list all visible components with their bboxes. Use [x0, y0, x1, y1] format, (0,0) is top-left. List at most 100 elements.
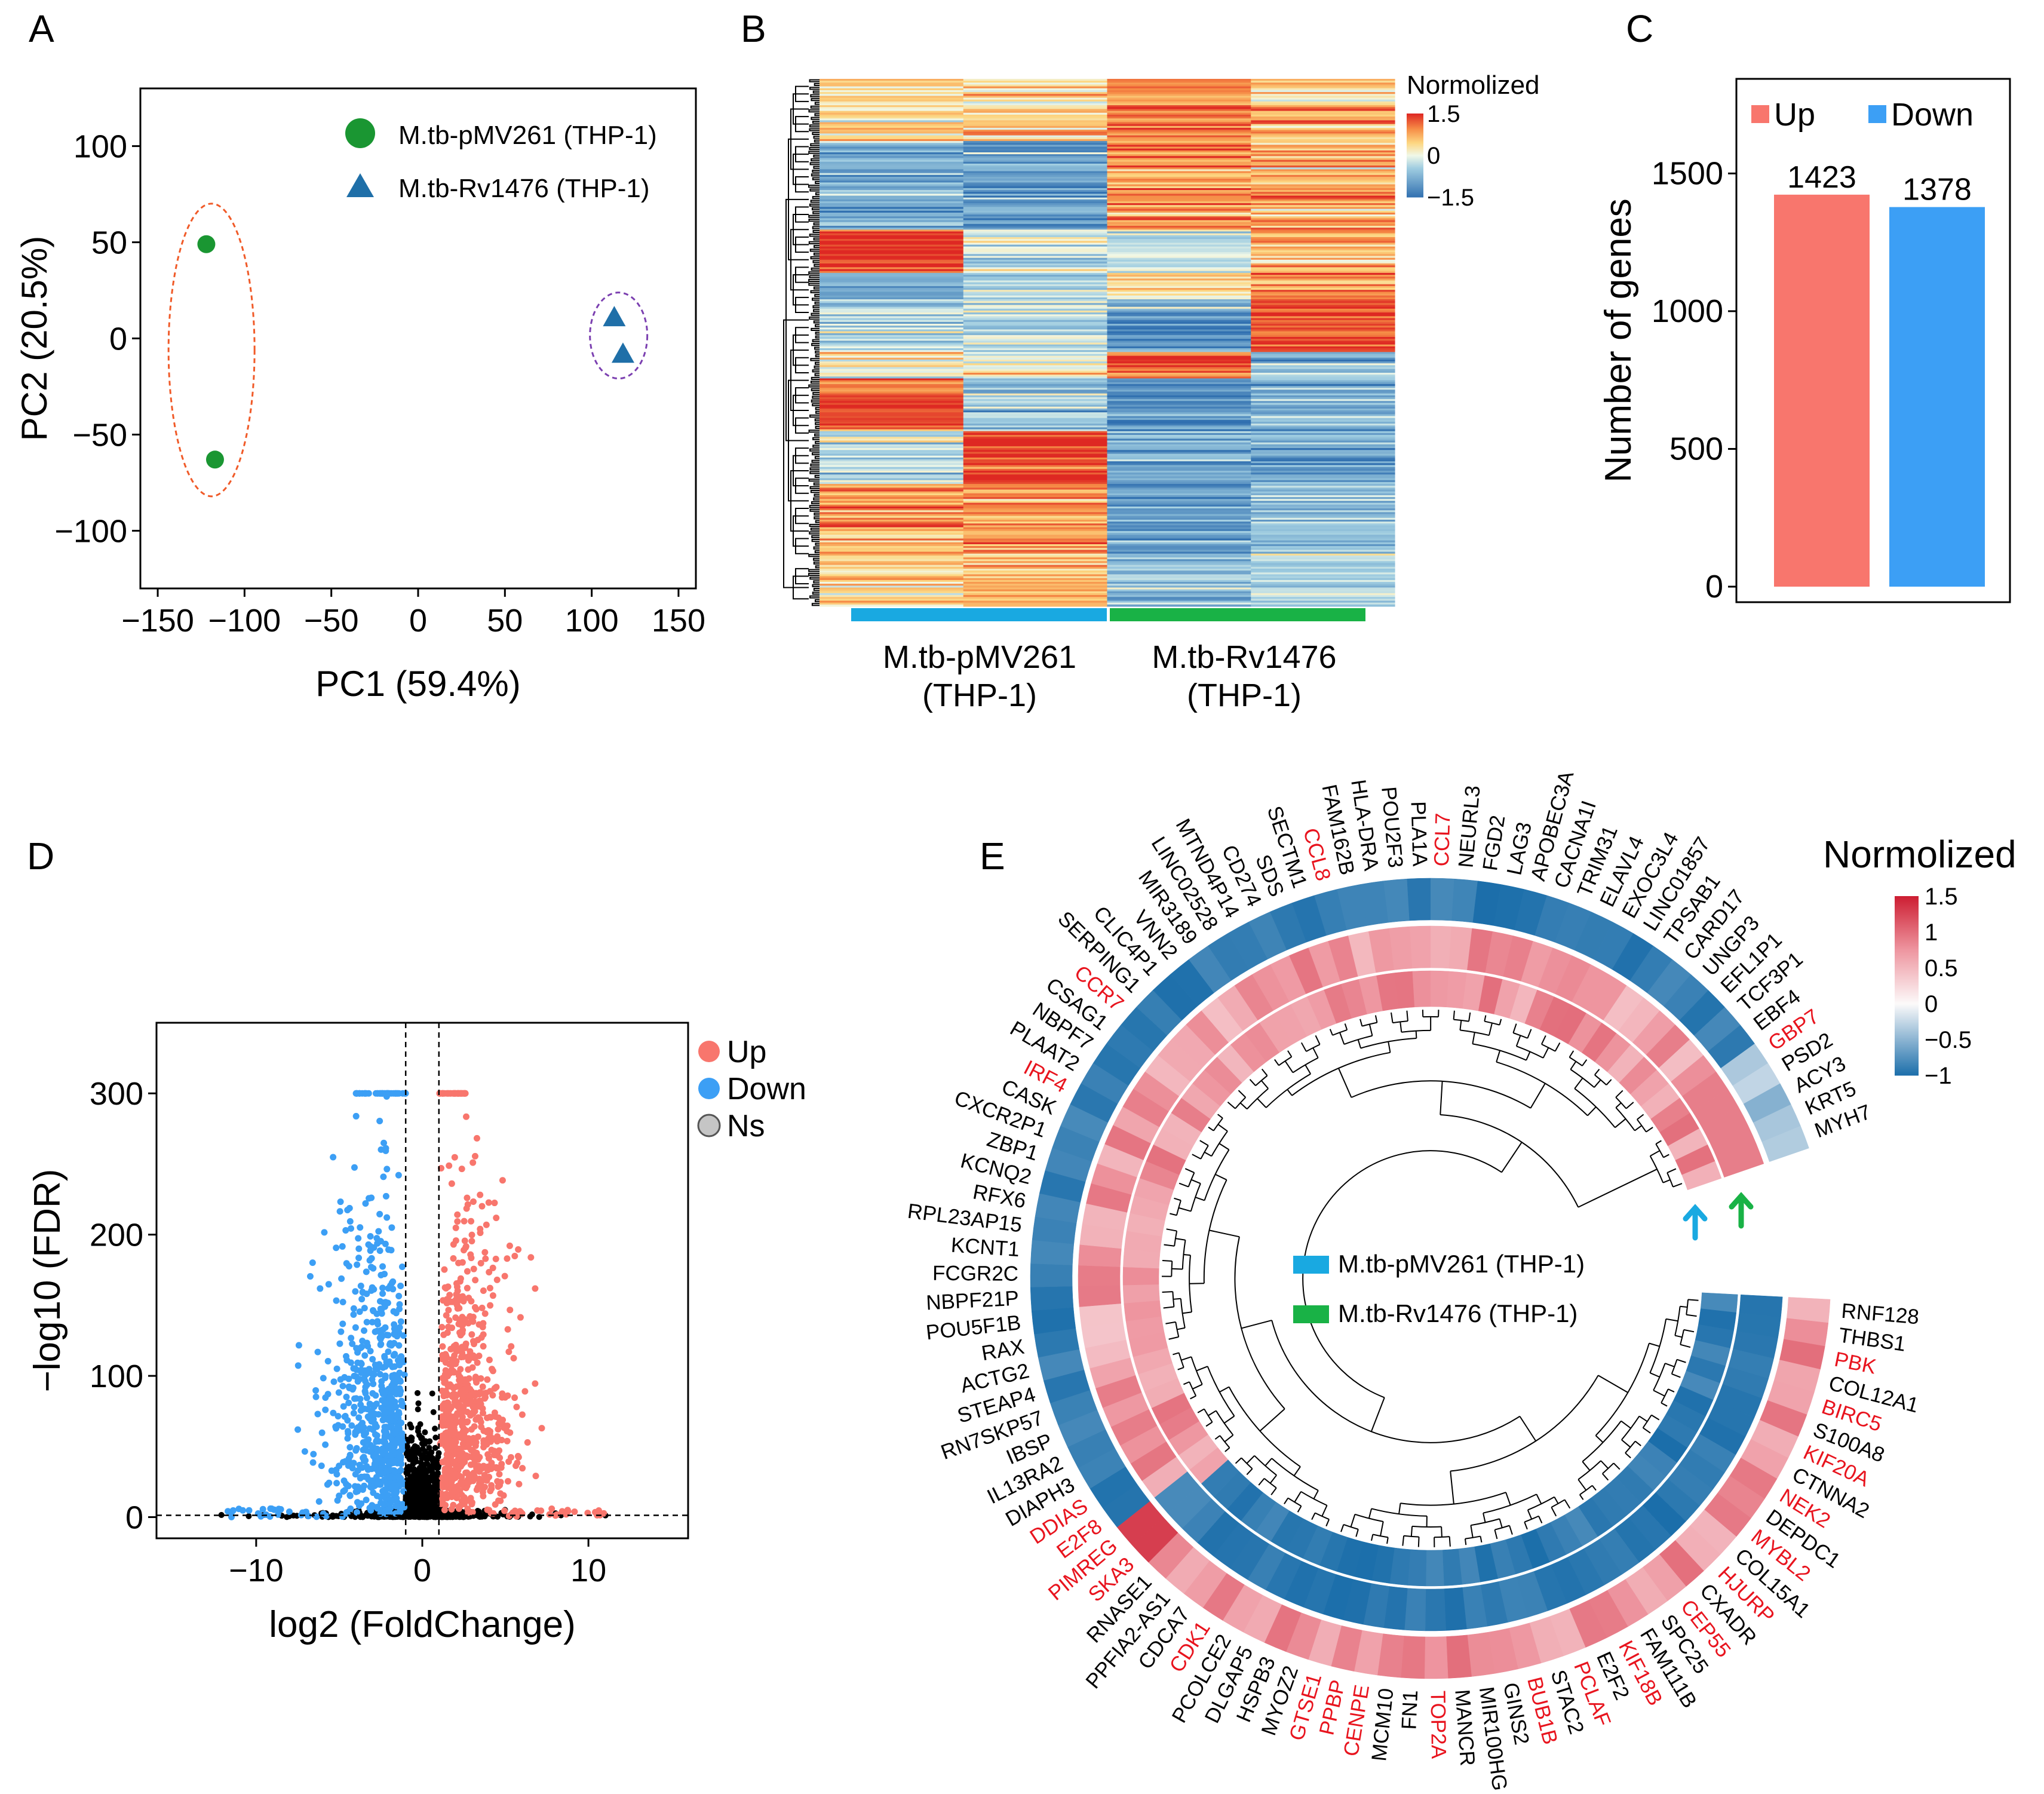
heatmap-cell: [1251, 593, 1395, 596]
heatmap-cell: [1251, 212, 1395, 215]
heatmap-cell: [1251, 109, 1395, 112]
heatmap-cell: [1251, 216, 1395, 219]
point-ns: [371, 1513, 378, 1520]
heatmap-cell: [963, 450, 1108, 453]
point-down: [394, 1357, 401, 1364]
heatmap-cell: [1107, 550, 1251, 553]
y-tick-label: 100: [73, 129, 127, 165]
point-down: [353, 1345, 360, 1352]
heatmap-cell: [1107, 546, 1251, 548]
heatmap-cell: [1251, 452, 1395, 455]
heatmap-cell: [820, 431, 964, 434]
dendro-branch: [808, 384, 820, 388]
heatmap-cell: [820, 404, 964, 407]
dendro-branch: [814, 550, 820, 554]
scale-step: [1407, 159, 1423, 160]
point-ns: [418, 1452, 425, 1458]
point-down: [324, 1358, 332, 1365]
heatmap-cell: [1107, 125, 1251, 128]
heatmap-cell: [1251, 491, 1395, 494]
dendro-branch: [811, 116, 820, 120]
cluster-ellipse: [167, 203, 256, 498]
point-down: [275, 1511, 282, 1518]
heatmap-cell: [820, 303, 964, 306]
heatmap-cell: [963, 448, 1108, 450]
heatmap-cell: [820, 82, 964, 85]
point-up: [487, 1488, 494, 1495]
heatmap-cell: [963, 568, 1108, 571]
heatmap-cell: [1251, 473, 1395, 475]
heatmap-cell: [820, 461, 964, 464]
heatmap-cell: [1107, 470, 1251, 473]
heatmap-cell: [1107, 517, 1251, 520]
gene-label: NBPF21P: [925, 1287, 1019, 1315]
heatmap-cell: [820, 597, 964, 599]
heatmap-cell: [1107, 429, 1251, 432]
panel-label-e: E: [980, 835, 1005, 878]
heatmap-cell: [1251, 565, 1395, 568]
point-up: [463, 1452, 470, 1459]
heatmap-cell: [1251, 416, 1395, 419]
point-down: [286, 1508, 293, 1516]
heatmap-cell: [1107, 565, 1251, 568]
heatmap-cell: [963, 297, 1108, 300]
scale-step: [1407, 180, 1423, 182]
heatmap-cell: [963, 133, 1108, 136]
dendro-branch: [811, 98, 820, 102]
y-tick-label: 1000: [1652, 293, 1723, 329]
heatmap-cell: [1107, 205, 1251, 208]
heat-cell-pmv261: [1404, 1588, 1426, 1632]
heatmap-cell: [1251, 604, 1395, 607]
gene-label: MANCR: [1450, 1689, 1479, 1767]
heatmap-cell: [1107, 375, 1251, 377]
heatmap-cell: [963, 292, 1108, 295]
point-down: [294, 1426, 302, 1433]
y-tick-label: 0: [1705, 569, 1723, 605]
heatmap-cell: [820, 474, 964, 477]
heatmap-cell: [1251, 97, 1395, 100]
heatmap-cell: [963, 595, 1108, 597]
point-down: [354, 1424, 361, 1431]
heatmap-cell: [963, 444, 1108, 447]
heatmap-cell: [820, 465, 964, 468]
heatmap-cell: [963, 280, 1108, 283]
dendro-branch: [815, 410, 820, 414]
heatmap-cell: [1251, 256, 1395, 259]
heatmap-cell: [1251, 544, 1395, 547]
heatmap-cell: [820, 484, 964, 486]
scale-step: [1407, 176, 1423, 177]
dendro-branch: [813, 546, 820, 550]
scale-step: [1407, 115, 1423, 116]
heatmap-cell: [963, 131, 1108, 134]
heatmap-cell: [963, 233, 1108, 236]
heatmap-cell: [963, 408, 1108, 411]
heatmap-cell: [963, 114, 1108, 117]
heatmap-cell: [963, 484, 1108, 486]
heatmap-cell: [963, 367, 1108, 370]
heatmap-cell: [963, 544, 1108, 547]
heatmap-cell: [820, 320, 964, 323]
dendro-branch: [811, 459, 820, 463]
dendro-branch: [813, 136, 820, 139]
heatmap-cell: [820, 125, 964, 128]
heatmap-cell: [963, 486, 1108, 488]
dendro-branch: [815, 520, 820, 523]
point-ns: [423, 1493, 430, 1499]
heatmap-cell: [820, 105, 964, 108]
heatmap-cell: [1251, 384, 1395, 387]
heatmap-cell: [820, 141, 964, 143]
heatmap-cell: [1251, 81, 1395, 83]
point-up: [458, 1321, 465, 1329]
point-up: [477, 1419, 484, 1426]
point-up: [489, 1366, 496, 1373]
point-down: [364, 1406, 371, 1413]
dendro-branch: [1208, 1126, 1214, 1131]
heatmap-cell: [1107, 566, 1251, 569]
heatmap-cell: [1107, 425, 1251, 428]
bar-value-label: 1423: [1787, 160, 1856, 195]
point-down: [396, 1324, 403, 1331]
heatmap-cell: [963, 584, 1108, 586]
heat-cell-extra: [1122, 1266, 1159, 1286]
point-down: [352, 1112, 360, 1120]
y-tick-label: −50: [72, 417, 127, 453]
